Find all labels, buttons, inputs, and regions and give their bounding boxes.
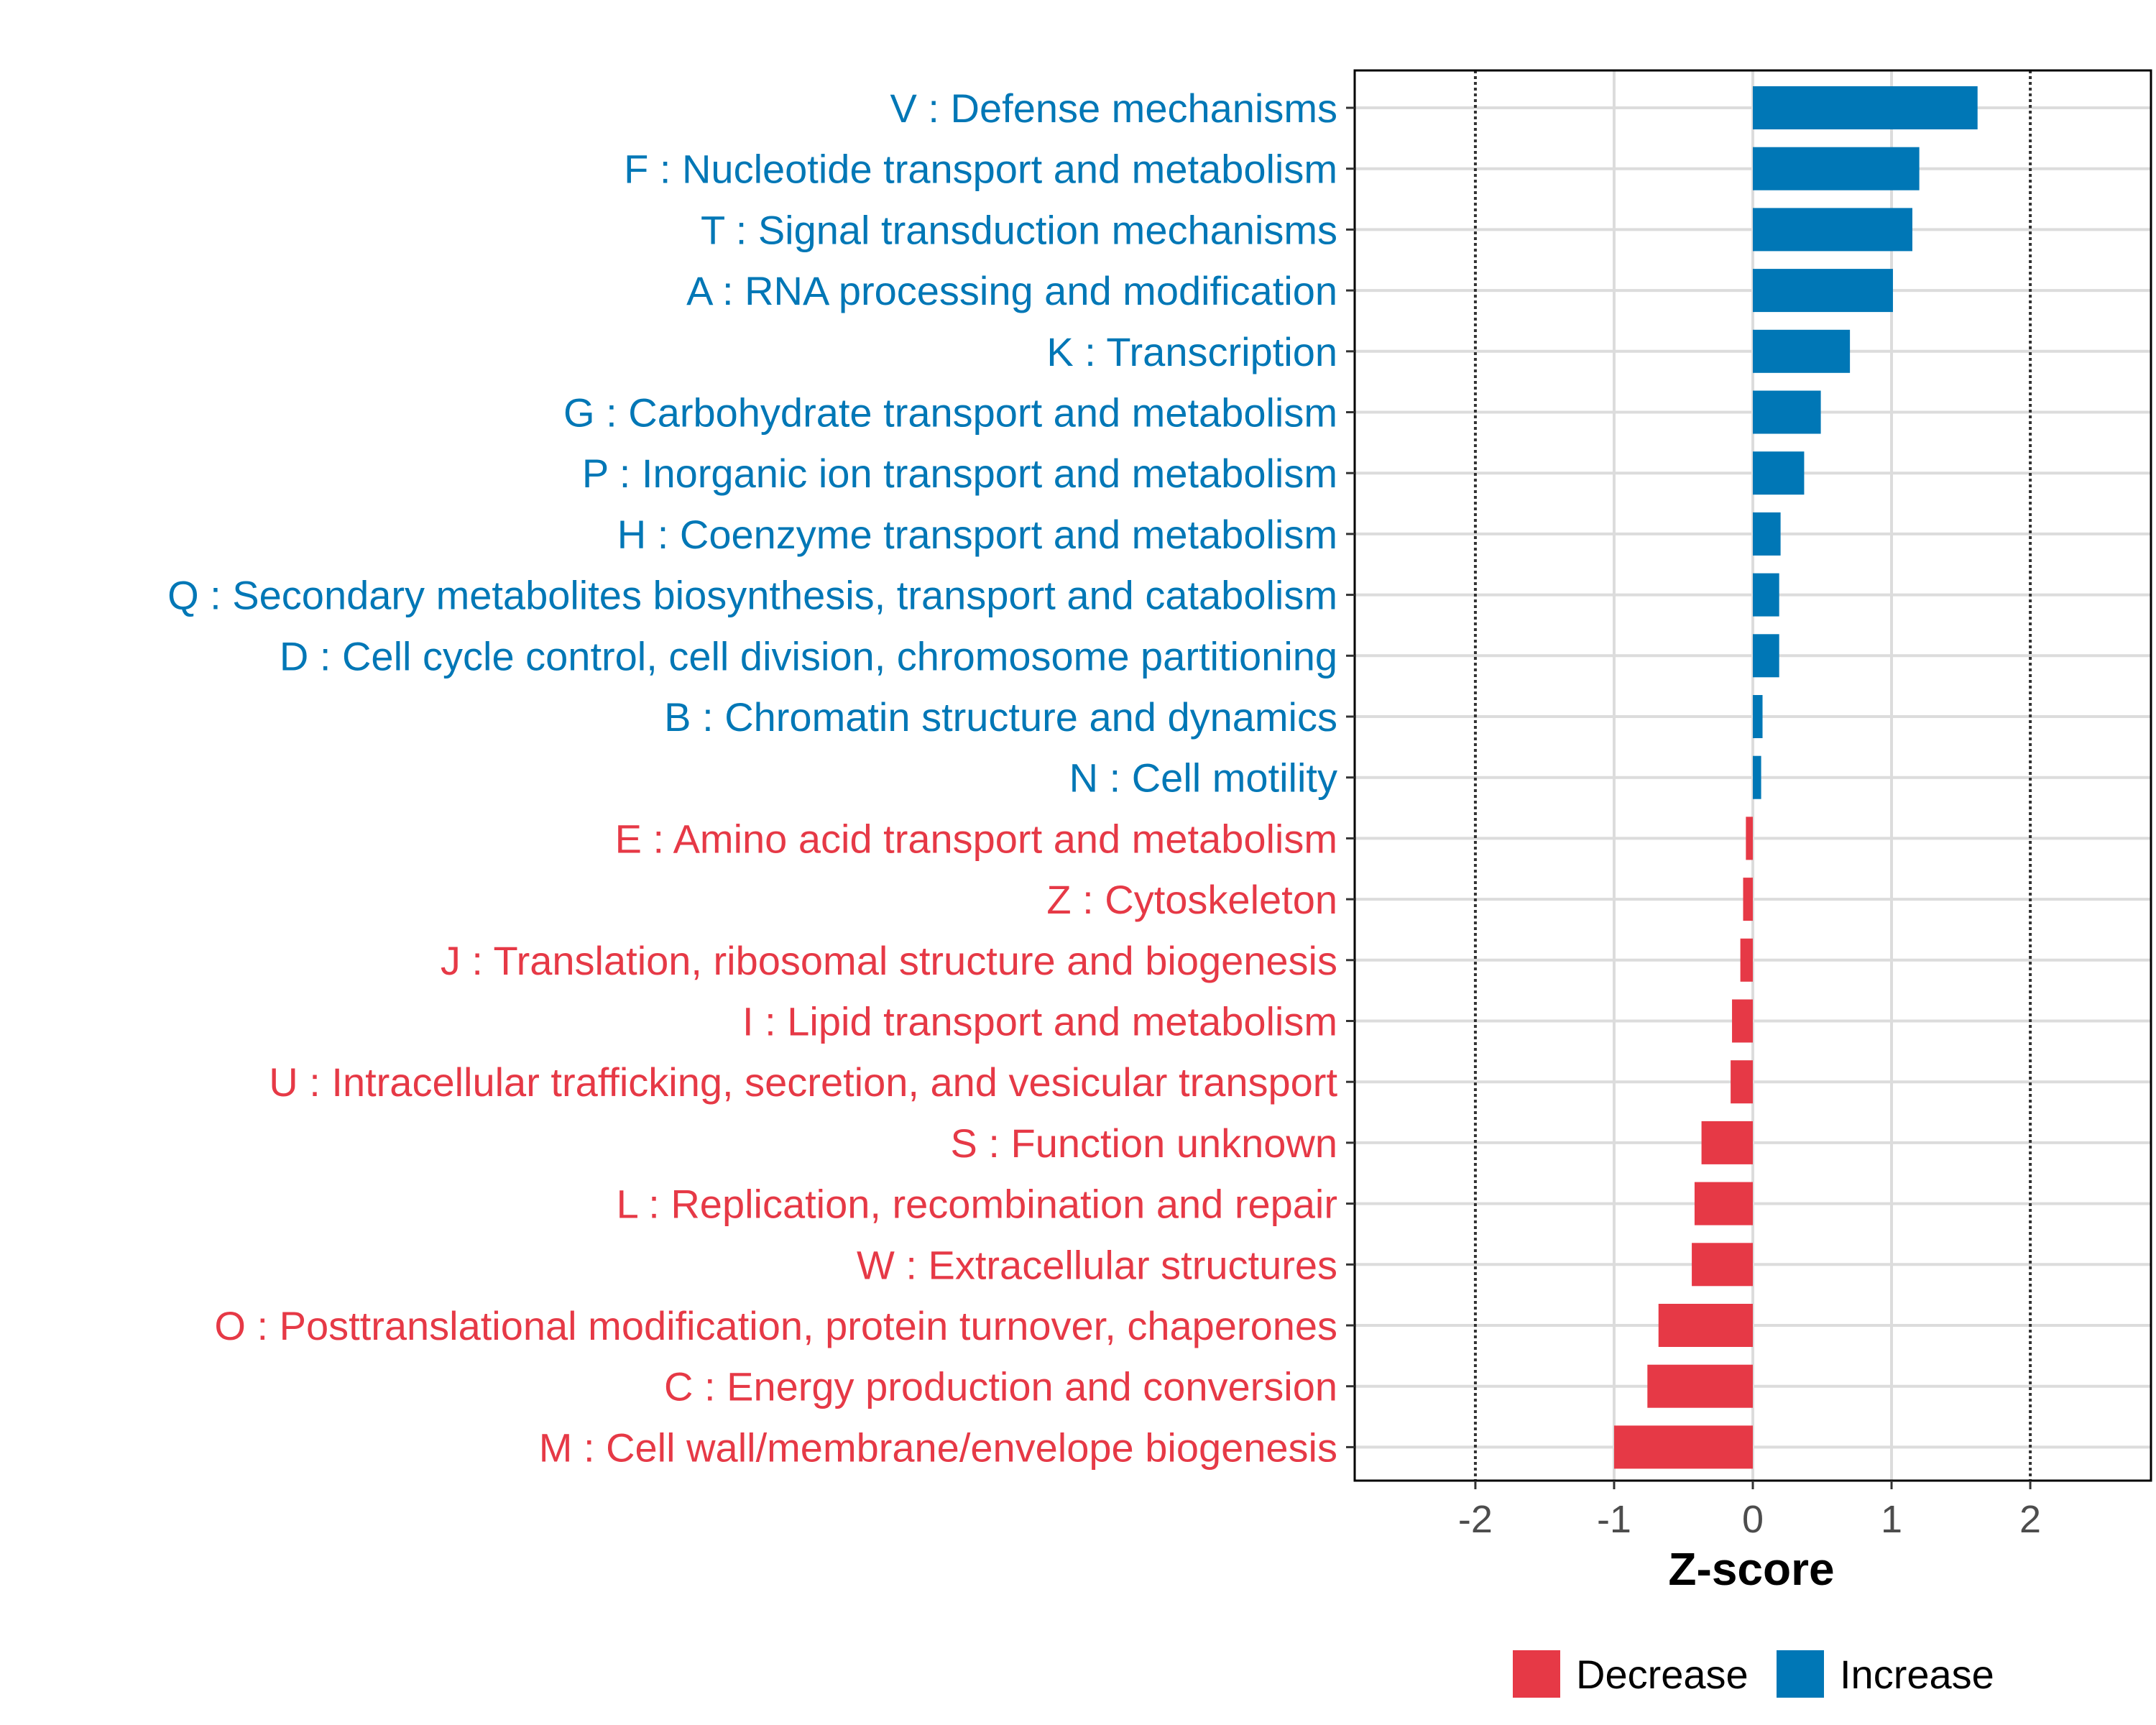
bar	[1753, 329, 1851, 373]
bar	[1753, 208, 1912, 252]
category-label: G : Carbohydrate transport and metabolis…	[563, 390, 1337, 436]
bar	[1647, 1364, 1753, 1408]
x-axis-title: Z-score	[1668, 1543, 1834, 1595]
category-label: C : Energy production and conversion	[664, 1364, 1337, 1409]
reference-lines	[1473, 70, 2032, 1481]
category-label: S : Function unknown	[950, 1121, 1337, 1166]
legend: Decrease Increase	[1513, 1650, 1994, 1698]
bar	[1753, 755, 1761, 799]
x-tick-label: 2	[2019, 1498, 2041, 1541]
category-label: B : Chromatin structure and dynamics	[664, 694, 1337, 740]
bar	[1701, 1121, 1753, 1164]
category-label: A : RNA processing and modification	[686, 268, 1337, 313]
category-label: O : Posttranslational modification, prot…	[214, 1303, 1337, 1348]
bar	[1613, 1425, 1753, 1469]
x-tick-label: -1	[1597, 1498, 1631, 1541]
bar	[1692, 1243, 1753, 1287]
bar	[1753, 147, 1920, 190]
legend-key	[1777, 1650, 1824, 1698]
category-label: D : Cell cycle control, cell division, c…	[280, 633, 1337, 678]
bar	[1753, 86, 1978, 129]
legend-label: Decrease	[1576, 1652, 1749, 1697]
legend-key	[1513, 1650, 1560, 1698]
bar	[1753, 634, 1779, 678]
category-label: Z : Cytoskeleton	[1046, 877, 1337, 922]
category-label: L : Replication, recombination and repai…	[617, 1182, 1337, 1227]
bar	[1746, 816, 1753, 860]
x-tick-label: -2	[1458, 1498, 1493, 1541]
category-label: K : Transcription	[1046, 329, 1337, 374]
category-label: N : Cell motility	[1069, 755, 1337, 801]
bar	[1753, 695, 1763, 738]
category-label: J : Translation, ribosomal structure and…	[441, 938, 1337, 983]
category-label: W : Extracellular structures	[857, 1242, 1337, 1287]
bar	[1732, 999, 1753, 1043]
bar	[1753, 573, 1779, 617]
bar	[1658, 1304, 1753, 1347]
category-label: T : Signal transduction mechanisms	[701, 207, 1337, 252]
x-tick-label: 1	[1881, 1498, 1902, 1541]
bar	[1743, 878, 1753, 921]
x-tick-label: 0	[1742, 1498, 1764, 1541]
bar	[1731, 1060, 1753, 1104]
category-label: P : Inorganic ion transport and metaboli…	[582, 451, 1337, 496]
bar	[1694, 1182, 1753, 1225]
x-axis-ticks: -2 -1 0 1 2	[1458, 1481, 2041, 1541]
y-axis-category-labels: V : Defense mechanisms F : Nucleotide tra…	[167, 86, 1337, 1470]
category-label: Q : Secondary metabolites biosynthesis, …	[167, 573, 1337, 618]
bar	[1740, 938, 1753, 982]
bar	[1753, 512, 1781, 556]
category-label: U : Intracellular trafficking, secretion…	[269, 1059, 1337, 1105]
legend-label: Increase	[1840, 1652, 1994, 1697]
category-label: H : Coenzyme transport and metabolism	[617, 512, 1337, 557]
category-label: M : Cell wall/membrane/envelope biogenes…	[539, 1425, 1337, 1470]
category-label: F : Nucleotide transport and metabolism	[624, 147, 1337, 192]
bar	[1753, 269, 1893, 313]
bar	[1753, 451, 1805, 495]
category-label: V : Defense mechanisms	[890, 86, 1337, 131]
y-axis-ticks	[1346, 106, 1355, 1448]
bars	[1613, 86, 1978, 1469]
category-label: E : Amino acid transport and metabolism	[615, 816, 1337, 861]
bar	[1753, 390, 1821, 434]
category-label: I : Lipid transport and metabolism	[742, 999, 1337, 1044]
